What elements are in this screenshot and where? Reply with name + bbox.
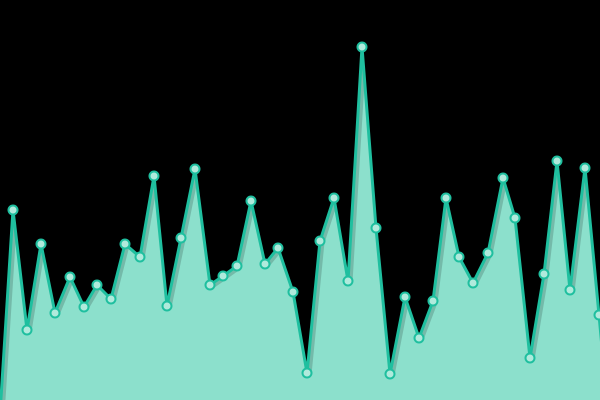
data-point-marker[interactable] xyxy=(91,279,103,291)
data-point-marker[interactable] xyxy=(119,238,131,250)
data-point-marker[interactable] xyxy=(482,247,494,259)
data-point-marker[interactable] xyxy=(245,195,257,207)
data-point-marker[interactable] xyxy=(314,235,326,247)
area-fill xyxy=(0,47,600,400)
data-point-marker[interactable] xyxy=(35,238,47,250)
data-point-marker[interactable] xyxy=(105,293,117,305)
data-point-marker[interactable] xyxy=(189,163,201,175)
data-point-marker[interactable] xyxy=(427,295,439,307)
data-point-marker[interactable] xyxy=(204,279,216,291)
data-point-marker[interactable] xyxy=(7,204,19,216)
data-point-marker[interactable] xyxy=(148,170,160,182)
data-point-marker[interactable] xyxy=(21,324,33,336)
data-point-marker[interactable] xyxy=(564,284,576,296)
data-point-marker[interactable] xyxy=(497,172,509,184)
data-point-marker[interactable] xyxy=(217,270,229,282)
data-point-marker[interactable] xyxy=(175,232,187,244)
data-point-marker[interactable] xyxy=(287,286,299,298)
data-point-marker[interactable] xyxy=(509,212,521,224)
data-point-marker[interactable] xyxy=(134,251,146,263)
data-point-marker[interactable] xyxy=(342,275,354,287)
data-point-marker[interactable] xyxy=(272,242,284,254)
data-point-marker[interactable] xyxy=(467,277,479,289)
data-point-marker[interactable] xyxy=(64,271,76,283)
data-point-marker[interactable] xyxy=(579,162,591,174)
data-point-marker[interactable] xyxy=(593,309,600,321)
data-point-marker[interactable] xyxy=(259,258,271,270)
data-point-marker[interactable] xyxy=(78,301,90,313)
data-point-marker[interactable] xyxy=(538,268,550,280)
data-point-marker[interactable] xyxy=(551,155,563,167)
data-point-marker[interactable] xyxy=(399,291,411,303)
data-point-marker[interactable] xyxy=(356,41,368,53)
data-point-marker[interactable] xyxy=(440,192,452,204)
data-point-marker[interactable] xyxy=(301,367,313,379)
data-point-marker[interactable] xyxy=(49,307,61,319)
data-point-marker[interactable] xyxy=(231,260,243,272)
data-point-marker[interactable] xyxy=(328,192,340,204)
data-point-marker[interactable] xyxy=(524,352,536,364)
data-point-marker[interactable] xyxy=(453,251,465,263)
data-point-marker[interactable] xyxy=(384,368,396,380)
data-point-marker[interactable] xyxy=(413,332,425,344)
data-point-marker[interactable] xyxy=(161,300,173,312)
data-point-marker[interactable] xyxy=(370,222,382,234)
